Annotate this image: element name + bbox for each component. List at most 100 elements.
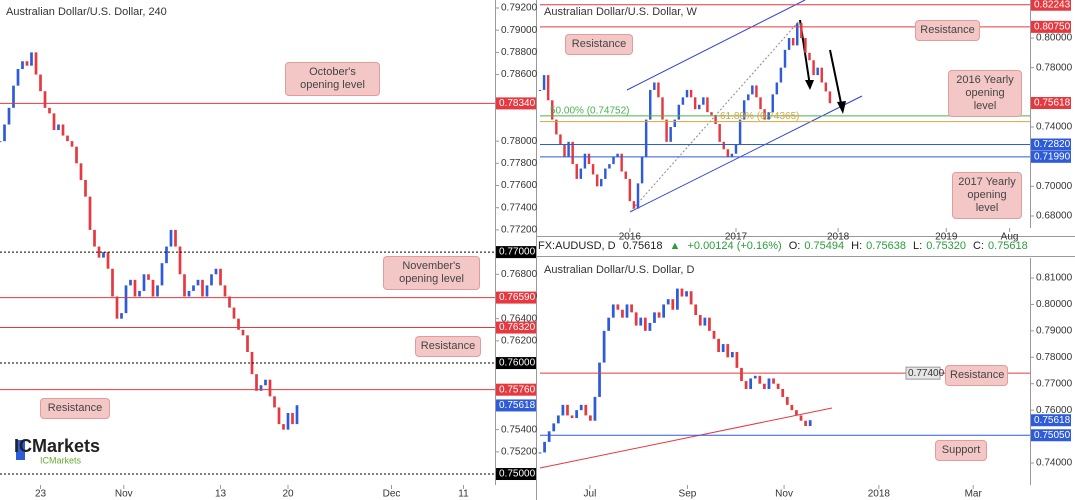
candle — [816, 67, 819, 76]
candle — [593, 396, 597, 421]
candle — [84, 179, 87, 197]
annotation: Support — [935, 440, 987, 461]
candle — [70, 141, 74, 147]
candle — [600, 178, 603, 187]
candle — [640, 156, 644, 184]
candle — [763, 383, 766, 390]
candle — [575, 164, 578, 179]
candle — [57, 124, 60, 131]
level-tag — [496, 321, 536, 334]
candle — [796, 23, 799, 46]
y-tick-label: 0.77400 — [501, 202, 538, 213]
candle — [665, 119, 668, 142]
candle — [628, 178, 632, 202]
candle — [115, 296, 119, 319]
candle — [228, 296, 231, 308]
field-label: H: — [851, 240, 863, 252]
candle — [604, 168, 607, 179]
candle — [621, 309, 624, 318]
info-bar: FX:AUDUSD, D 0.75618 ▲ +0.00124 (+0.16%)… — [538, 240, 1032, 252]
arrow — [829, 49, 843, 109]
candle — [722, 141, 725, 150]
candle — [286, 412, 290, 430]
candle — [624, 171, 627, 179]
candle — [187, 290, 191, 297]
level-tag — [496, 399, 536, 412]
y-tick-label: 0.74000 — [1036, 122, 1073, 133]
candle — [632, 201, 636, 209]
candle — [772, 378, 775, 384]
candle — [685, 291, 688, 297]
candle — [133, 279, 137, 297]
candle — [812, 60, 815, 76]
candle — [673, 119, 676, 128]
chart-title: Australian Dollar/U.S. Dollar, W — [544, 6, 697, 18]
level-tag — [1031, 429, 1071, 442]
candle — [808, 420, 812, 427]
y-tick-label: 0.78000 — [1036, 352, 1073, 363]
level-tag — [1031, 150, 1071, 163]
candle — [201, 279, 204, 297]
candle — [583, 153, 587, 169]
candle — [124, 285, 128, 314]
level-tag-label: 0.75000 — [499, 469, 536, 480]
candle — [677, 104, 681, 120]
level-tag — [1031, 97, 1071, 110]
level-tag-label: 0.75618 — [499, 400, 536, 411]
y-tick-label: 0.80000 — [1036, 299, 1073, 310]
field-label: O: — [788, 240, 801, 252]
field-value: 0.75618 — [988, 240, 1028, 252]
candle — [698, 104, 701, 110]
symbol: FX:AUDUSD, D — [538, 240, 616, 252]
candle — [178, 246, 182, 275]
level-tag — [1031, 414, 1071, 427]
x-tick-label: 2018 — [827, 232, 850, 243]
candle — [214, 268, 218, 275]
candle — [717, 338, 720, 353]
candle — [706, 97, 709, 113]
y-tick-label: 0.79200 — [501, 3, 538, 14]
candle — [602, 330, 606, 363]
x-tick-label: 13 — [215, 489, 227, 500]
level-tag-label: 0.75760 — [499, 384, 536, 395]
fib-label: 61.80% (0.74365) — [720, 111, 800, 122]
field-value: 0.75320 — [926, 240, 966, 252]
candle — [708, 317, 711, 331]
x-tick-label: 2016 — [619, 232, 642, 243]
candle — [147, 274, 150, 280]
candle — [102, 252, 105, 258]
candle — [264, 379, 267, 386]
candle — [755, 85, 758, 98]
candle — [551, 100, 554, 120]
annotation: Resistance — [915, 20, 980, 41]
y-tick-label: 0.76400 — [501, 313, 538, 324]
level-tag — [496, 383, 536, 396]
chart-title: Australian Dollar/U.S. Dollar, D — [544, 264, 694, 276]
candle — [653, 312, 656, 323]
y-tick-label: 0.76800 — [501, 269, 538, 280]
candle — [543, 441, 546, 453]
candle — [196, 279, 200, 286]
candle — [598, 362, 601, 397]
level-tag-label: 0.75050 — [1034, 430, 1071, 441]
candle — [30, 52, 33, 66]
candle — [790, 404, 794, 411]
candle — [800, 23, 803, 39]
candle — [791, 38, 795, 46]
y-tick-label: 0.79000 — [1036, 326, 1073, 337]
level-tag — [1031, 138, 1071, 151]
annotation: 2017 Yearly opening level — [952, 172, 1022, 219]
candle — [556, 415, 560, 424]
candle — [570, 415, 574, 419]
level-tag-label: 0.78340 — [499, 98, 536, 109]
logo-tagline: ICMarkets — [40, 455, 82, 465]
candle — [734, 144, 738, 154]
candle — [579, 404, 583, 411]
candle — [219, 268, 222, 286]
level-tag-label: 0.76590 — [499, 292, 536, 303]
candle — [630, 304, 633, 313]
candle — [52, 113, 56, 131]
x-tick-label: 23 — [35, 489, 47, 500]
candle — [763, 109, 766, 120]
x-tick-label: 11 — [458, 489, 469, 500]
